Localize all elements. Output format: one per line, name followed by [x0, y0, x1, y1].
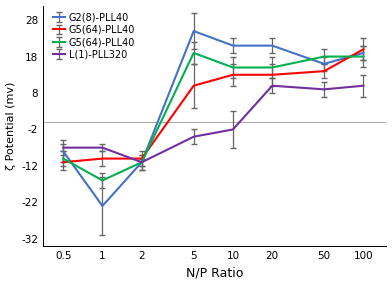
Y-axis label: ζ Potential (mv): ζ Potential (mv): [5, 82, 16, 170]
Legend: G2(8)-PLL40, G5(64)-PLL40, G5(64)-PLL40, L(1)-PLL320: G2(8)-PLL40, G5(64)-PLL40, G5(64)-PLL40,…: [51, 11, 137, 62]
X-axis label: N/P Ratio: N/P Ratio: [186, 266, 243, 280]
